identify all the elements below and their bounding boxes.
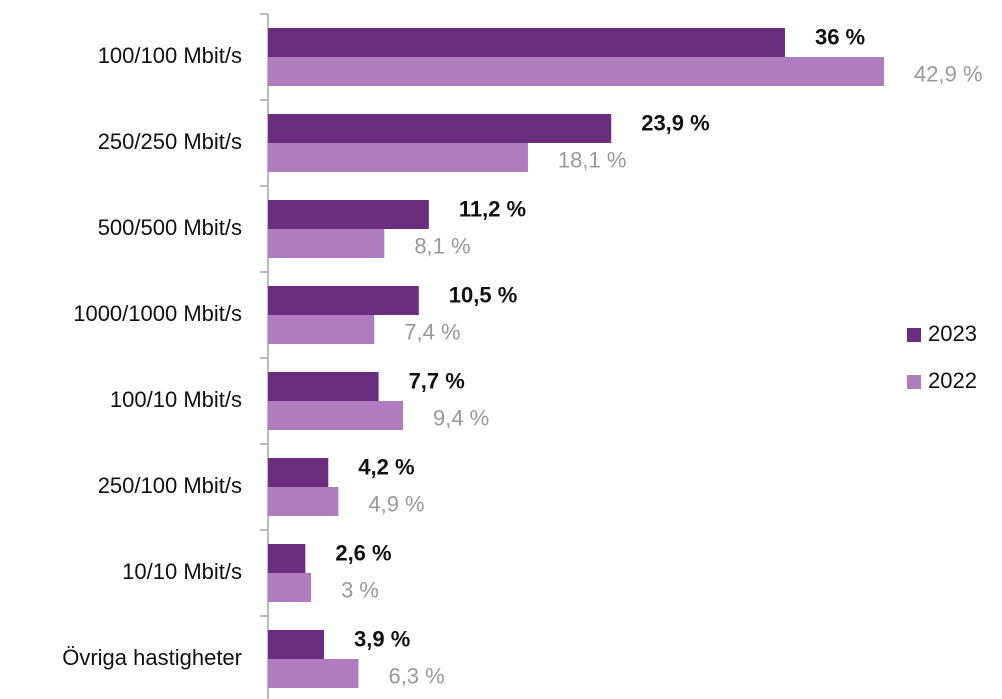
value-label: 3 % xyxy=(341,577,379,602)
value-label: 7,4 % xyxy=(404,319,460,344)
bar xyxy=(268,200,429,229)
value-label: 4,2 % xyxy=(358,454,414,479)
category-label: 250/100 Mbit/s xyxy=(98,473,242,498)
bar xyxy=(268,401,403,430)
value-label: 23,9 % xyxy=(641,110,710,135)
category-label: 10/10 Mbit/s xyxy=(122,559,242,584)
category-label: Övriga hastigheter xyxy=(62,645,242,670)
category-label: 1000/1000 Mbit/s xyxy=(73,301,242,326)
value-label: 6,3 % xyxy=(388,663,444,688)
value-label: 3,9 % xyxy=(354,626,410,651)
value-label: 2,6 % xyxy=(335,540,391,565)
legend-swatch xyxy=(907,328,921,342)
bar xyxy=(268,57,885,86)
bar xyxy=(268,487,339,516)
value-label: 36 % xyxy=(815,24,865,49)
value-label: 9,4 % xyxy=(433,405,489,430)
category-label: 250/250 Mbit/s xyxy=(98,129,242,154)
category-label: 100/10 Mbit/s xyxy=(110,387,242,412)
bar xyxy=(268,372,379,401)
bar xyxy=(268,229,385,258)
bar xyxy=(268,315,375,344)
category-label: 500/500 Mbit/s xyxy=(98,215,242,240)
value-label: 10,5 % xyxy=(449,282,518,307)
value-label: 4,9 % xyxy=(368,491,424,516)
bar xyxy=(268,28,785,57)
bar xyxy=(268,544,306,573)
value-label: 11,2 % xyxy=(459,196,526,221)
bar xyxy=(268,286,419,315)
value-label: 18,1 % xyxy=(558,147,627,172)
value-label: 42,9 % xyxy=(914,61,983,86)
bar xyxy=(268,659,359,688)
legend-label: 2022 xyxy=(928,368,977,393)
legend-label: 2023 xyxy=(928,321,977,346)
bar xyxy=(268,114,612,143)
legend-swatch xyxy=(907,375,921,389)
bar xyxy=(268,143,528,172)
value-label: 8,1 % xyxy=(414,233,470,258)
value-label: 7,7 % xyxy=(409,368,465,393)
bar xyxy=(268,458,329,487)
bar xyxy=(268,630,325,659)
bar xyxy=(268,573,312,602)
category-label: 100/100 Mbit/s xyxy=(98,43,242,68)
